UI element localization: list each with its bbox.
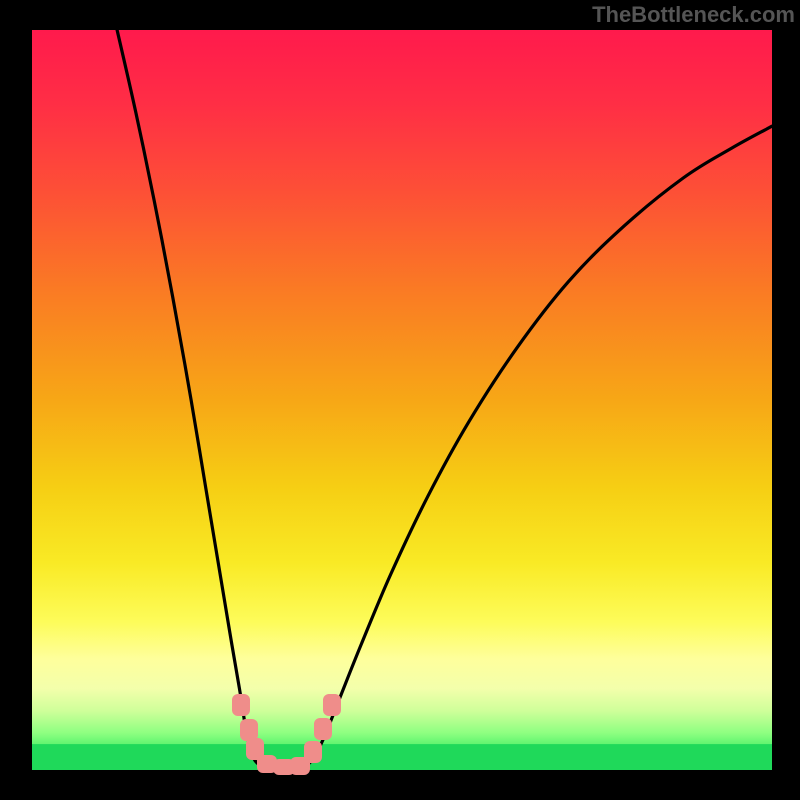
- valley-marker: [232, 694, 250, 716]
- valley-marker: [323, 694, 341, 716]
- plot-area: [32, 30, 772, 770]
- valley-marker: [304, 741, 322, 763]
- valley-marker: [314, 718, 332, 740]
- canvas: TheBottleneck.com: [0, 0, 800, 800]
- gradient-background: [32, 30, 772, 770]
- watermark-text: TheBottleneck.com: [592, 2, 795, 28]
